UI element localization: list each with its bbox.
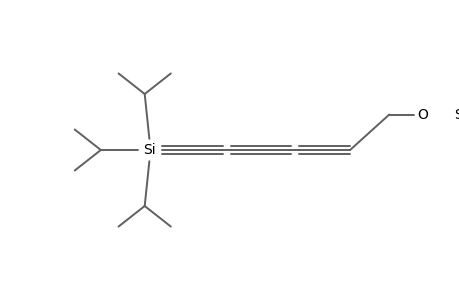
Text: O: O xyxy=(417,107,427,122)
Text: Si: Si xyxy=(143,143,155,157)
Text: Si: Si xyxy=(453,107,459,122)
